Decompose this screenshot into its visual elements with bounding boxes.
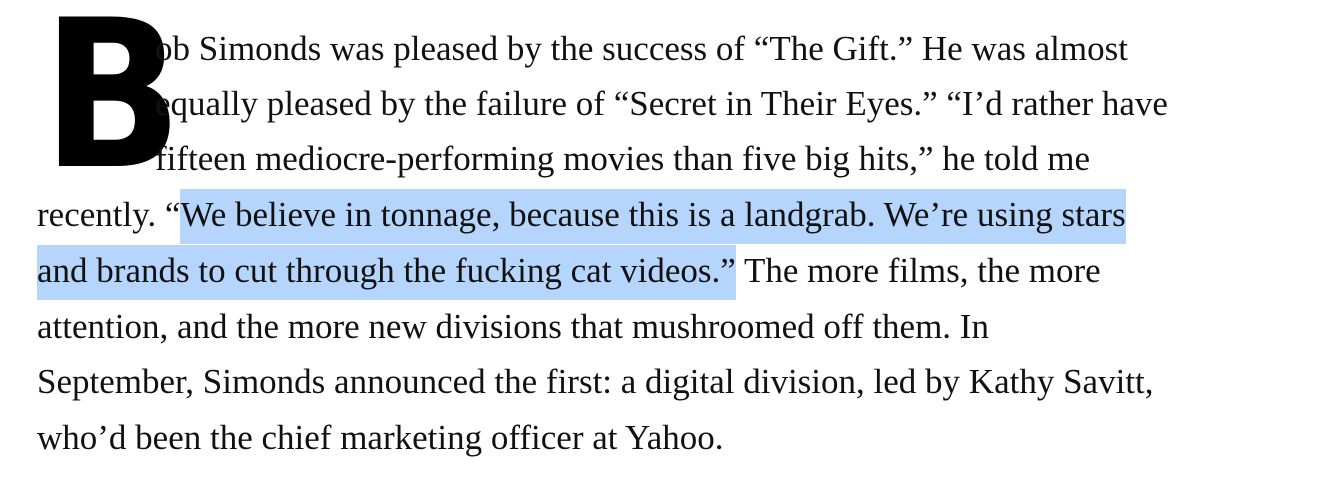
paragraph-line-1: ob Simonds was pleased by the success of… (155, 29, 1128, 68)
selected-text[interactable]: We believe in tonnage, because this is a… (180, 189, 1126, 244)
line-text: recently. “ (37, 195, 181, 234)
selected-text[interactable]: and brands to cut through the fucking ca… (37, 245, 736, 300)
paragraph-line-5[interactable]: and brands to cut through the fucking ca… (37, 242, 1101, 300)
paragraph-line-3: fifteen mediocre-performing movies than … (155, 139, 1090, 178)
line-text: The more films, the more (735, 251, 1101, 290)
paragraph-line-2: equally pleased by the failure of “Secre… (155, 84, 1168, 123)
drop-cap: B (42, 0, 183, 215)
paragraph-line-7: September, Simonds announced the first: … (37, 362, 1154, 401)
article-body: B ob Simonds was pleased by the success … (37, 0, 1307, 482)
paragraph-line-4[interactable]: recently. “We believe in tonnage, becaus… (37, 186, 1126, 244)
paragraph-line-8: who’d been the chief marketing officer a… (37, 418, 724, 457)
paragraph-line-6: attention, and the more new divisions th… (37, 307, 989, 346)
